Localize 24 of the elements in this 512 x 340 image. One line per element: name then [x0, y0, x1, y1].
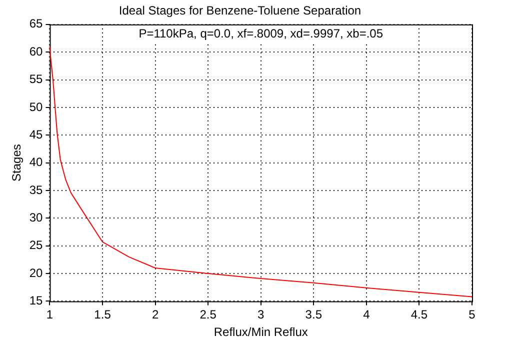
annotation: P=110kPa, q=0.0, xf=.8009, xd=.9997, xb=.05: [138, 26, 384, 41]
y-tick-label: 15: [29, 294, 44, 308]
x-tick-label: 2.5: [200, 308, 217, 322]
y-tick-label: 55: [29, 72, 44, 86]
y-tick-label: 20: [29, 266, 44, 280]
y-tick-label: 50: [29, 100, 44, 114]
y-tick-label: 35: [29, 182, 44, 197]
y-tick-label: 30: [29, 210, 44, 224]
x-tick-label: 3.5: [305, 308, 322, 322]
y-tick-label: 25: [29, 238, 44, 252]
x-tick-label: 3: [258, 308, 265, 322]
x-tick-label: 1: [46, 308, 54, 322]
x-tick-label: 5: [468, 308, 476, 322]
x-axis-title: Reflux/Min Reflux: [214, 325, 308, 340]
y-axis-title: Stages: [10, 144, 24, 182]
y-tick-label: 60: [29, 44, 44, 58]
chart-title: Ideal Stages for Benzene-Toluene Separation: [118, 4, 362, 18]
y-tick-label: 65: [29, 16, 44, 31]
y-tick-label: 45: [29, 127, 44, 142]
x-tick-label: 2: [152, 308, 159, 322]
x-tick-label: 4: [363, 308, 370, 322]
x-tick-label: 4.5: [410, 308, 428, 322]
y-tick-label: 40: [29, 155, 44, 170]
x-tick-label: 1.5: [94, 308, 112, 322]
